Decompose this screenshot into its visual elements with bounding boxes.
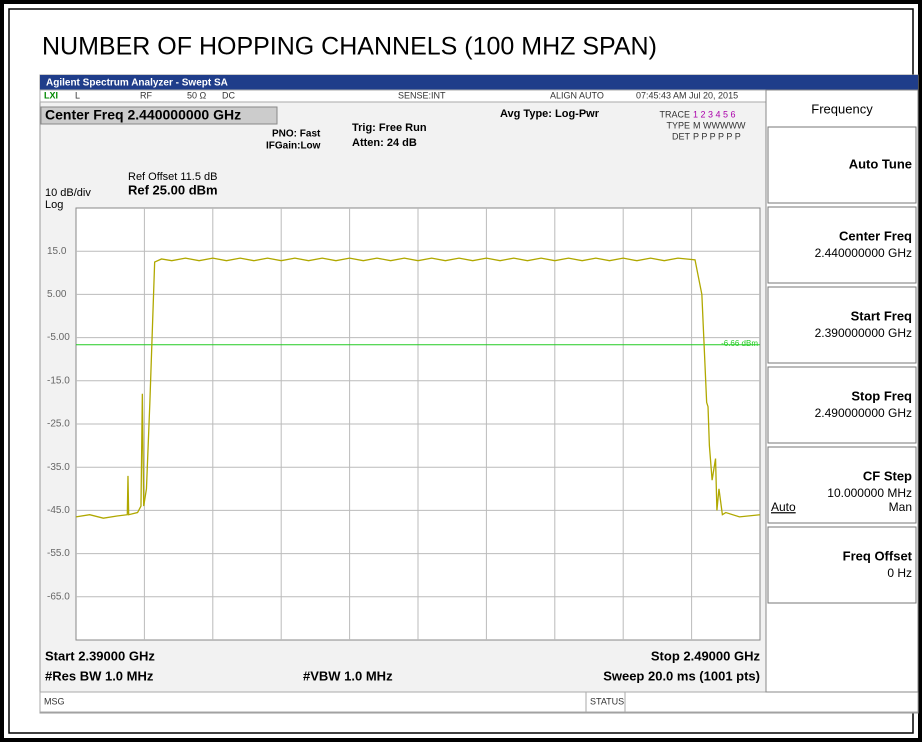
softkey[interactable] (767, 126, 917, 204)
y-tick-label: -45.0 (47, 505, 70, 516)
avg-type: Avg Type: Log-Pwr (500, 108, 600, 120)
y-tick-label: -55.0 (47, 548, 70, 559)
status-dc: DC (222, 90, 235, 100)
softkey-man: Man (889, 500, 912, 514)
trace-nums: 1 2 3 4 5 6 (693, 109, 736, 119)
status-rf: RF (140, 90, 152, 100)
det-vals: P P P P P P (693, 131, 741, 141)
rbw: #Res BW 1.0 MHz (45, 668, 154, 683)
menu-title: Frequency (811, 101, 873, 116)
sweep: Sweep 20.0 ms (1001 pts) (603, 668, 760, 683)
trace-label: TRACE (659, 109, 690, 119)
softkey[interactable] (767, 286, 917, 364)
softkey-label: Auto Tune (849, 156, 912, 171)
softkey-value: 2.490000000 GHz (815, 406, 912, 420)
stop-freq: Stop 2.49000 GHz (651, 648, 761, 663)
status-lxi: LXI (44, 90, 58, 100)
log: Log (45, 199, 63, 211)
ref-level: Ref 25.00 dBm (128, 182, 218, 197)
y-tick-label: -35.0 (47, 462, 70, 473)
window-title: Agilent Spectrum Analyzer - Swept SA (46, 78, 228, 89)
message-bar (39, 691, 919, 713)
softkey[interactable] (767, 526, 917, 604)
softkey-value: 10.000000 MHz (827, 486, 912, 500)
y-tick-label: -25.0 (47, 419, 70, 430)
center-freq-box (40, 106, 278, 125)
type-vals: M WWWWW (693, 120, 746, 130)
softkey-value: 0 Hz (887, 566, 912, 580)
softkey-label: Start Freq (851, 308, 912, 323)
pno: PNO: Fast (272, 129, 321, 140)
msg: MSG (44, 696, 65, 706)
vbw: #VBW 1.0 MHz (303, 668, 393, 683)
y-tick-label: -5.00 (47, 332, 70, 343)
softkey[interactable] (767, 366, 917, 444)
atten: Atten: 24 dB (352, 137, 417, 149)
softkeys: Auto Tune Center Freq 2.440000000 GHz Start… (767, 126, 917, 604)
softkey-value: 2.390000000 GHz (815, 326, 912, 340)
y-tick-label: 5.00 (47, 289, 67, 300)
start-freq: Start 2.39000 GHz (45, 648, 155, 663)
status-time: 07:45:43 AM Jul 20, 2015 (636, 90, 738, 100)
softkey-label: Freq Offset (843, 548, 913, 563)
page-title: NUMBER OF HOPPING CHANNELS (100 MHZ SPAN… (42, 33, 657, 61)
status-imp: 50 Ω (187, 90, 207, 100)
y-tick-label: 15.0 (47, 246, 67, 257)
ifgain: IFGain:Low (266, 141, 321, 152)
softkey-value: 2.440000000 GHz (815, 246, 912, 260)
trig: Trig: Free Run (352, 122, 427, 134)
status-align: ALIGN AUTO (550, 90, 604, 100)
y-tick-label: -65.0 (47, 591, 70, 602)
center-freq: Center Freq 2.440000000 GHz (45, 107, 241, 123)
softkey-label: CF Step (863, 468, 912, 483)
softkey-auto: Auto (771, 500, 796, 514)
det-label: DET (672, 131, 691, 141)
trace (75, 257, 761, 519)
scale: 10 dB/div (45, 187, 91, 199)
softkey[interactable] (767, 446, 917, 524)
status-l: L (75, 90, 80, 100)
softkey-label: Stop Freq (851, 388, 912, 403)
title-bar (40, 75, 918, 90)
y-tick-label: -15.0 (47, 375, 70, 386)
type-label: TYPE (666, 120, 690, 130)
softkey[interactable] (767, 206, 917, 284)
status-sense: SENSE:INT (398, 90, 446, 100)
status-label: STATUS (590, 696, 624, 706)
softkey-label: Center Freq (839, 228, 912, 243)
display-line-label: -6.66 dBm (721, 339, 758, 348)
ref-offset: Ref Offset 11.5 dB (128, 171, 217, 183)
